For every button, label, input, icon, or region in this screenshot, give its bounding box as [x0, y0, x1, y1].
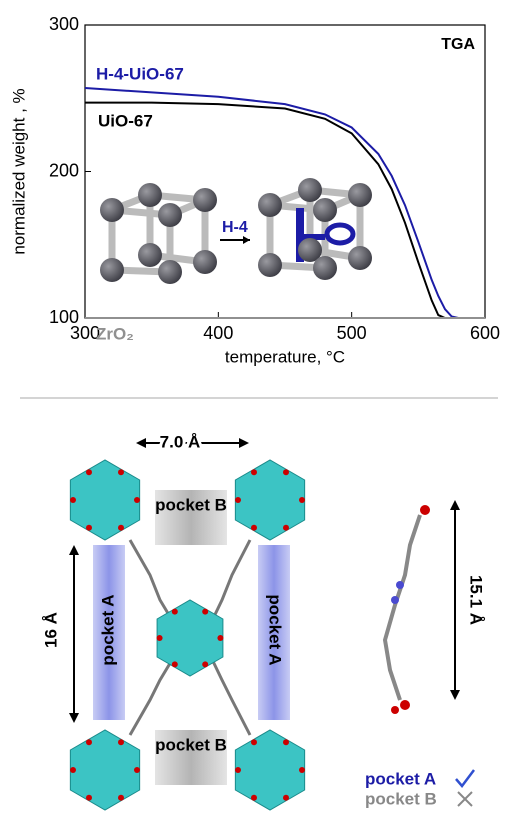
oxygen-atom	[118, 795, 124, 801]
x-tick-label: 600	[470, 323, 500, 343]
oxygen-atom	[299, 767, 305, 773]
y-axis-label: normalized weight , %	[9, 88, 28, 254]
annotation: TGA	[441, 36, 475, 53]
oxygen-atom	[299, 497, 305, 503]
dimension-label: 7.0 Å	[160, 432, 201, 451]
oxygen-atom	[251, 525, 257, 531]
legend-label: pocket B	[365, 789, 437, 808]
oxygen-atom	[251, 795, 257, 801]
series-label: H-4-UiO-67	[96, 64, 184, 83]
cluster	[235, 460, 304, 540]
oxygen-atom	[235, 767, 241, 773]
figure: 300400500600100200300temperature, °Cnorm…	[0, 0, 518, 815]
oxygen-atom	[86, 469, 92, 475]
x-tick-label: 400	[203, 323, 233, 343]
oxygen-atom	[172, 661, 178, 667]
oxygen-atom	[86, 525, 92, 531]
y-tick-label: 200	[49, 160, 79, 180]
oxygen-atom	[251, 739, 257, 745]
oxygen-atom	[202, 661, 208, 667]
oxygen-atom	[283, 739, 289, 745]
oxygen-atom	[283, 469, 289, 475]
y-tick-label: 100	[49, 307, 79, 327]
x-tick-label: 500	[337, 323, 367, 343]
pocket-label: pocket A	[98, 594, 117, 665]
legend-label: pocket A	[365, 769, 436, 788]
y-tick-label: 300	[49, 14, 79, 34]
cluster	[70, 730, 139, 810]
oxygen-atom	[202, 609, 208, 615]
oxygen-atom	[118, 469, 124, 475]
dimension-label: 15.1 Å	[467, 575, 486, 625]
oxygen-atom	[283, 525, 289, 531]
oxygen-atom	[283, 795, 289, 801]
dimension-label: 16 Å	[41, 612, 60, 648]
oxygen-atom	[217, 635, 223, 641]
series-label: ZrO₂	[96, 324, 134, 343]
oxygen-atom	[118, 739, 124, 745]
cluster	[235, 730, 304, 810]
oxygen-atom	[86, 795, 92, 801]
oxygen-atom	[251, 469, 257, 475]
oxygen-atom	[157, 635, 163, 641]
oxygen-atom	[118, 525, 124, 531]
series-label: UiO-67	[98, 111, 153, 130]
oxygen-atom	[134, 767, 140, 773]
x-axis-label: temperature, °C	[225, 347, 345, 366]
oxygen-atom	[235, 497, 241, 503]
oxygen-atom	[70, 497, 76, 503]
pocket-label: pocket A	[266, 594, 285, 665]
oxygen-atom	[86, 739, 92, 745]
oxygen-atom	[70, 767, 76, 773]
cluster	[70, 460, 139, 540]
pocket-label: pocket B	[155, 735, 227, 754]
inset-label: H-4	[222, 219, 248, 236]
oxygen-atom	[172, 609, 178, 615]
oxygen-atom	[134, 497, 140, 503]
pocket-label: pocket B	[155, 495, 227, 514]
